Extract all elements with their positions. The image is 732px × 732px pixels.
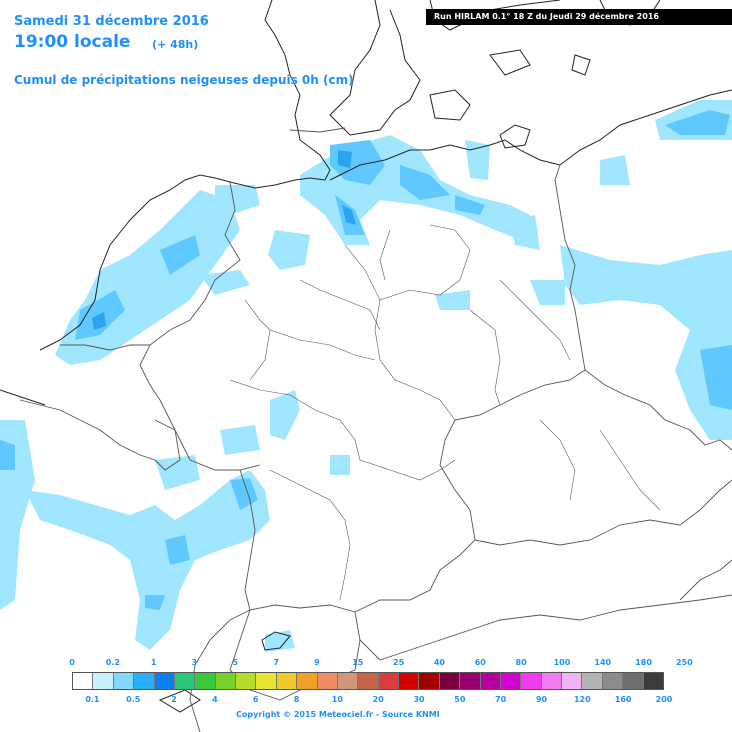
- legend-swatch: [236, 673, 257, 689]
- legend-upper-label: 15: [352, 658, 364, 667]
- legend-swatch: [73, 673, 94, 689]
- legend-swatch: [337, 673, 359, 689]
- legend-swatch: [480, 673, 501, 689]
- legend-swatch: [643, 673, 663, 689]
- legend-swatch: [93, 673, 114, 689]
- legend-color-scale: [72, 672, 664, 690]
- forecast-lead-time: (+ 48h): [152, 38, 199, 51]
- legend-swatch: [562, 673, 583, 689]
- legend-lower-label: 90: [535, 695, 548, 704]
- legend-upper-label: 40: [433, 658, 445, 667]
- country-borders: [19, 127, 732, 732]
- legend-upper-label: 80: [515, 658, 527, 667]
- legend-swatch: [154, 673, 175, 689]
- legend-swatch: [582, 673, 603, 689]
- legend-upper-labels: 0 0.2 1 3 5 7 9 15 25 40 60 80 100 140 180 250: [69, 658, 693, 670]
- legend-upper-label: 0.2: [105, 658, 120, 667]
- forecast-time: 19:00 locale: [14, 32, 131, 52]
- legend-lower-label: 70: [495, 695, 507, 704]
- legend-upper-label: 180: [635, 658, 652, 667]
- variable-title: Cumul de précipitations neigeuses depuis…: [14, 73, 354, 87]
- legend-swatch: [317, 673, 338, 689]
- legend-lower-label: 4: [212, 695, 218, 704]
- copyright-credit: Copyright © 2015 Meteociel.fr - Source K…: [236, 710, 440, 719]
- legend-upper-label: 3: [191, 658, 198, 667]
- legend-lower-label: 8: [293, 695, 300, 704]
- legend-swatch: [358, 673, 379, 689]
- legend-lower-label: 20: [372, 695, 384, 704]
- legend-swatch: [439, 673, 461, 689]
- legend-upper-label: 0: [69, 658, 75, 667]
- legend-swatch: [460, 673, 481, 689]
- legend-lower-label: 30: [413, 695, 425, 704]
- legend-lower-label: 200: [655, 695, 673, 704]
- legend-lower-label: 50: [454, 695, 466, 704]
- legend-lower-labels: 0.1 0.5 2 4 6 8 10 20 30 50 70 90 120 160 200: [72, 695, 672, 707]
- legend-swatch: [113, 673, 135, 689]
- legend-lower-label: 0.1: [85, 695, 100, 704]
- legend-lower-label: 160: [614, 695, 632, 704]
- legend-swatch: [602, 673, 624, 689]
- legend-upper-label: 100: [553, 658, 571, 667]
- legend-swatch: [174, 673, 196, 689]
- legend-swatch: [419, 673, 440, 689]
- legend-upper-label: 9: [314, 658, 320, 667]
- snow-heavy-areas: [92, 150, 356, 330]
- legend-swatch: [134, 673, 155, 689]
- legend-lower-label: 120: [573, 695, 591, 704]
- legend-swatch: [541, 673, 562, 689]
- legend-upper-label: 60: [474, 658, 486, 667]
- legend-upper-label: 25: [393, 658, 405, 667]
- legend-swatch: [500, 673, 522, 689]
- legend-upper-label: 1: [150, 658, 157, 667]
- legend-swatch: [378, 673, 399, 689]
- legend-upper-label: 5: [232, 658, 239, 667]
- legend-swatch: [623, 673, 644, 689]
- legend-swatch: [399, 673, 420, 689]
- legend-swatch: [521, 673, 542, 689]
- legend-lower-label: 0.5: [126, 695, 141, 704]
- regional-borders: [229, 224, 661, 601]
- legend-swatch: [276, 673, 298, 689]
- legend-upper-label: 250: [676, 658, 693, 667]
- legend-lower-label: 6: [252, 695, 259, 704]
- legend-swatch: [256, 673, 277, 689]
- legend-swatch: [297, 673, 318, 689]
- legend-swatch: [195, 673, 216, 689]
- legend-lower-label: 10: [331, 695, 343, 704]
- model-run-banner: Run HIRLAM 0.1° 18 Z du Jeudi 29 décembr…: [426, 9, 732, 25]
- forecast-date: Samedi 31 décembre 2016: [14, 14, 209, 29]
- legend-swatch: [215, 673, 236, 689]
- legend-upper-label: 7: [273, 658, 279, 667]
- legend-lower-label: 2: [171, 695, 177, 704]
- legend-upper-label: 140: [594, 658, 612, 667]
